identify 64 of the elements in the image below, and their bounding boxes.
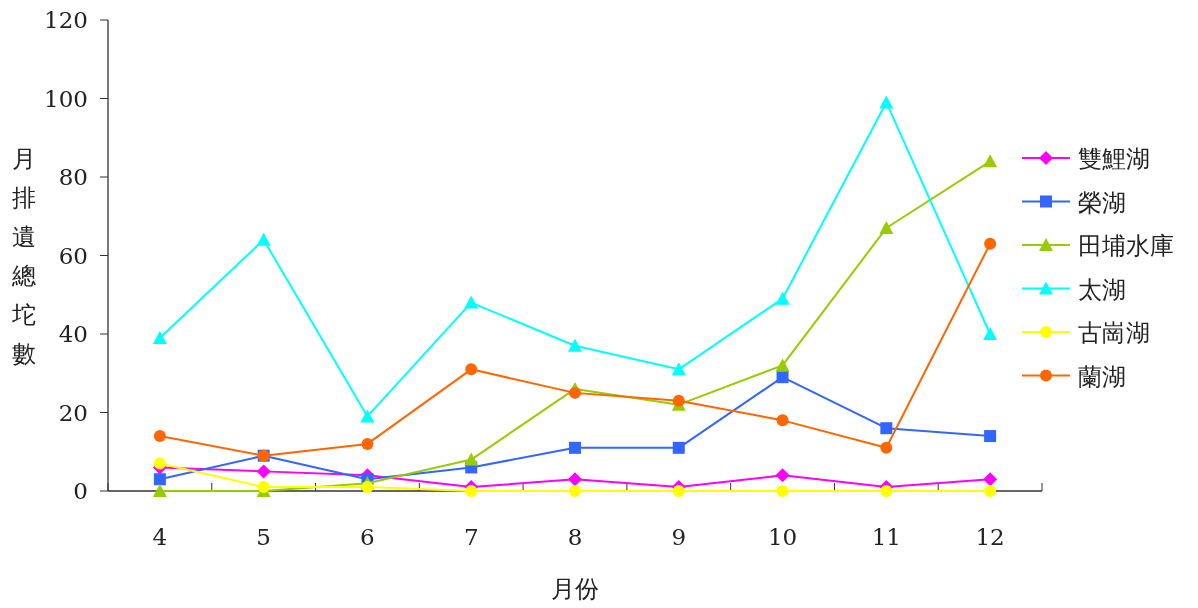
legend-label: 太湖: [1078, 275, 1126, 304]
point: [880, 441, 893, 454]
point: [879, 95, 894, 109]
point: [880, 485, 893, 497]
point: [464, 295, 479, 309]
point: [465, 485, 478, 497]
point: [360, 409, 375, 423]
point: [256, 232, 271, 246]
y-tick-label: 0: [73, 478, 88, 504]
y-tick-label: 20: [58, 399, 88, 426]
point: [671, 362, 686, 376]
y-tick-label: 40: [58, 321, 88, 347]
y-tick-label: 80: [58, 164, 88, 190]
point: [775, 291, 790, 305]
point: [569, 441, 581, 454]
point: [569, 386, 581, 399]
legend-label: 榮湖: [1078, 188, 1126, 217]
point: [152, 330, 167, 344]
x-tick-label: 8: [567, 524, 583, 550]
point: [775, 358, 790, 372]
x-tick-label: 10: [767, 524, 798, 550]
point: [361, 437, 374, 450]
y-tick-label: 60: [58, 242, 88, 269]
y-tick-label: 120: [44, 7, 88, 33]
legend-label: 古崗湖: [1078, 319, 1150, 347]
x-tick-label: 12: [975, 524, 1005, 550]
y-tick-label: 100: [44, 85, 88, 112]
point: [983, 154, 998, 168]
point: [983, 472, 998, 487]
point: [464, 452, 479, 466]
point: [465, 363, 478, 376]
point: [672, 394, 685, 407]
legend-label: 田埔水庫: [1078, 232, 1174, 260]
point: [984, 237, 997, 250]
x-tick-label: 5: [256, 524, 271, 550]
x-tick-label: 11: [871, 524, 901, 550]
point: [153, 473, 166, 486]
x-axis-title: 月份: [551, 575, 599, 603]
point: [568, 472, 582, 487]
point: [776, 414, 789, 427]
point: [568, 338, 582, 352]
point: [776, 371, 789, 384]
point: [153, 430, 166, 443]
point: [152, 484, 167, 497]
point: [984, 430, 997, 443]
x-tick-label: 9: [671, 524, 687, 550]
y-axis-title: 月排遺總坨數: [11, 144, 36, 368]
x-tick-label: 4: [152, 524, 168, 550]
point: [879, 221, 894, 235]
point: [776, 485, 789, 497]
legend-label: 雙鯉湖: [1078, 145, 1150, 173]
point: [153, 457, 166, 470]
point: [672, 441, 685, 454]
point: [983, 327, 998, 340]
point: [569, 485, 581, 497]
point: [361, 481, 374, 494]
point: [984, 485, 997, 497]
point: [880, 422, 893, 435]
point: [775, 468, 790, 483]
legend-label: 蘭湖: [1078, 362, 1126, 391]
x-tick-label: 7: [463, 524, 479, 550]
point: [672, 485, 685, 497]
x-tick-label: 6: [360, 524, 375, 550]
point: [256, 464, 271, 479]
